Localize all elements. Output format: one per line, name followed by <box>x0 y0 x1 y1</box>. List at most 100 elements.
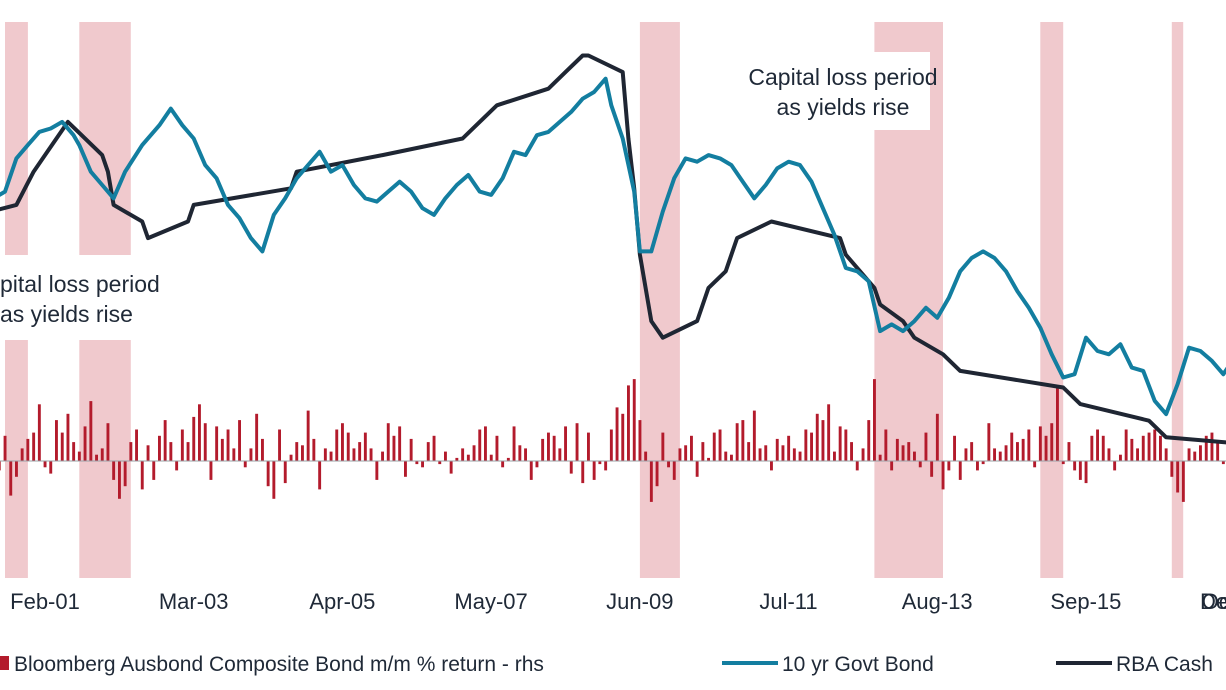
return-bar-2014-10 <box>1038 426 1042 461</box>
return-bar-2003-03 <box>243 461 247 468</box>
return-bar-2010-02 <box>718 429 722 461</box>
return-bar-2014-04 <box>1004 445 1008 462</box>
shaded-period-5 <box>1171 22 1184 578</box>
return-bar-2003-02 <box>238 420 241 461</box>
return-bar-2003-10 <box>283 461 287 484</box>
return-bar-2009-02 <box>649 461 653 502</box>
return-bar-2005-04 <box>386 423 390 461</box>
ten-year-yield-line <box>0 76 1226 417</box>
return-bar-2004-11 <box>358 442 362 461</box>
return-bar-2014-09 <box>1033 461 1037 468</box>
return-bar-2007-08 <box>547 432 550 461</box>
x-tick-label: Aug-13 <box>902 589 973 614</box>
return-bar-2016-12 <box>1187 448 1191 461</box>
return-bar-2004-04 <box>318 461 322 490</box>
return-bar-2017-06 <box>1221 461 1225 465</box>
return-bar-2000-07 <box>60 432 64 461</box>
return-bar-2014-05 <box>1010 432 1014 461</box>
return-bar-1999-08 <box>0 461 1 471</box>
return-bar-2016-03 <box>1136 448 1139 461</box>
return-bar-2000-10 <box>77 451 81 461</box>
return-bar-2012-01 <box>850 442 853 461</box>
return-bar-2000-03 <box>37 404 41 461</box>
return-bar-2017-05 <box>1216 442 1220 461</box>
return-bar-2011-12 <box>844 429 848 461</box>
annotation-line-2: as yields rise <box>0 301 133 327</box>
return-bar-2004-08 <box>341 423 344 461</box>
return-bar-1999-09 <box>3 435 7 461</box>
return-bar-2014-01 <box>987 423 991 461</box>
return-bar-2008-08 <box>615 407 619 461</box>
return-bar-2009-12 <box>707 457 710 461</box>
return-bar-2009-01 <box>644 451 648 461</box>
return-bar-1999-10 <box>9 461 13 496</box>
return-bar-2012-04 <box>867 420 871 461</box>
x-tick-label: Mar-03 <box>159 589 229 614</box>
return-bar-2000-05 <box>49 461 53 474</box>
return-bar-2006-09 <box>484 426 487 461</box>
return-bar-2005-07 <box>404 461 407 477</box>
return-bar-2016-06 <box>1153 429 1157 461</box>
return-bar-2000-06 <box>55 420 58 461</box>
x-tick-label: Oct-17 <box>1202 589 1226 614</box>
return-bar-2002-09 <box>209 461 213 480</box>
return-bar-2000-09 <box>72 442 76 461</box>
return-bar-2003-01 <box>232 448 236 461</box>
return-bar-2015-06 <box>1084 461 1088 484</box>
return-bar-2009-11 <box>701 442 705 461</box>
return-bar-2017-04 <box>1210 432 1214 461</box>
legend-label-bond-return: Bloomberg Ausbond Composite Bond m/m % r… <box>14 653 544 676</box>
x-tick-label: Jun-09 <box>606 589 673 614</box>
return-bar-2015-05 <box>1078 461 1082 480</box>
return-bar-2008-06 <box>604 461 608 471</box>
return-bar-2004-07 <box>335 429 339 461</box>
return-bar-2002-04 <box>180 429 184 461</box>
return-bar-2014-11 <box>1044 435 1048 461</box>
rba-cash-path <box>0 53 1226 445</box>
return-bar-2004-06 <box>329 451 333 461</box>
return-bar-2000-02 <box>32 432 36 461</box>
return-bar-2011-03 <box>792 448 796 461</box>
return-bar-2009-06 <box>672 461 676 480</box>
return-bar-2006-05 <box>461 448 465 461</box>
return-bar-2012-06 <box>878 454 882 461</box>
return-bar-2005-08 <box>409 438 413 461</box>
return-bar-2004-05 <box>323 448 327 461</box>
return-bar-2016-07 <box>1159 435 1162 461</box>
return-bar-2010-08 <box>752 410 756 461</box>
annotation-line-1: Capital loss period <box>748 64 937 90</box>
return-bar-2011-01 <box>781 445 785 462</box>
annotation-line-2: as yields rise <box>777 94 910 120</box>
return-bar-2011-06 <box>810 432 813 461</box>
x-tick-label: Apr-05 <box>309 589 375 614</box>
return-bar-2003-07 <box>266 461 270 487</box>
return-bar-2003-11 <box>289 454 293 461</box>
return-bar-2016-05 <box>1147 432 1151 461</box>
annotation-line-1: pital loss period <box>0 271 160 297</box>
return-bar-2001-06 <box>123 461 127 487</box>
return-bar-2009-03 <box>655 461 659 487</box>
return-bar-2012-12 <box>913 451 916 461</box>
return-bar-2008-02 <box>581 461 585 484</box>
return-bar-2001-12 <box>158 435 161 461</box>
return-bar-2002-03 <box>175 461 179 471</box>
return-bar-2015-11 <box>1113 461 1117 471</box>
return-bar-2017-02 <box>1199 445 1202 462</box>
return-bar-2005-10 <box>421 461 424 468</box>
return-bar-2012-05 <box>873 379 876 461</box>
return-bar-1999-12 <box>20 448 24 461</box>
return-bar-2012-08 <box>890 461 894 471</box>
return-bar-2014-06 <box>1016 442 1019 461</box>
return-bar-2006-11 <box>495 435 499 461</box>
legend-label-10yr: 10 yr Govt Bond <box>782 653 934 676</box>
return-bar-2013-01 <box>918 461 922 468</box>
return-bar-2000-12 <box>89 401 93 461</box>
return-bar-2012-09 <box>895 438 899 461</box>
return-bar-2002-12 <box>226 429 230 461</box>
annotation-capital-loss-left: pital loss period as yields rise <box>0 255 175 340</box>
annotation-capital-loss-right: Capital loss period as yields rise <box>716 52 938 130</box>
return-bar-2000-01 <box>26 438 30 461</box>
return-bar-2017-01 <box>1193 451 1197 461</box>
return-bar-2012-07 <box>884 429 888 461</box>
return-bar-2001-01 <box>95 454 98 461</box>
